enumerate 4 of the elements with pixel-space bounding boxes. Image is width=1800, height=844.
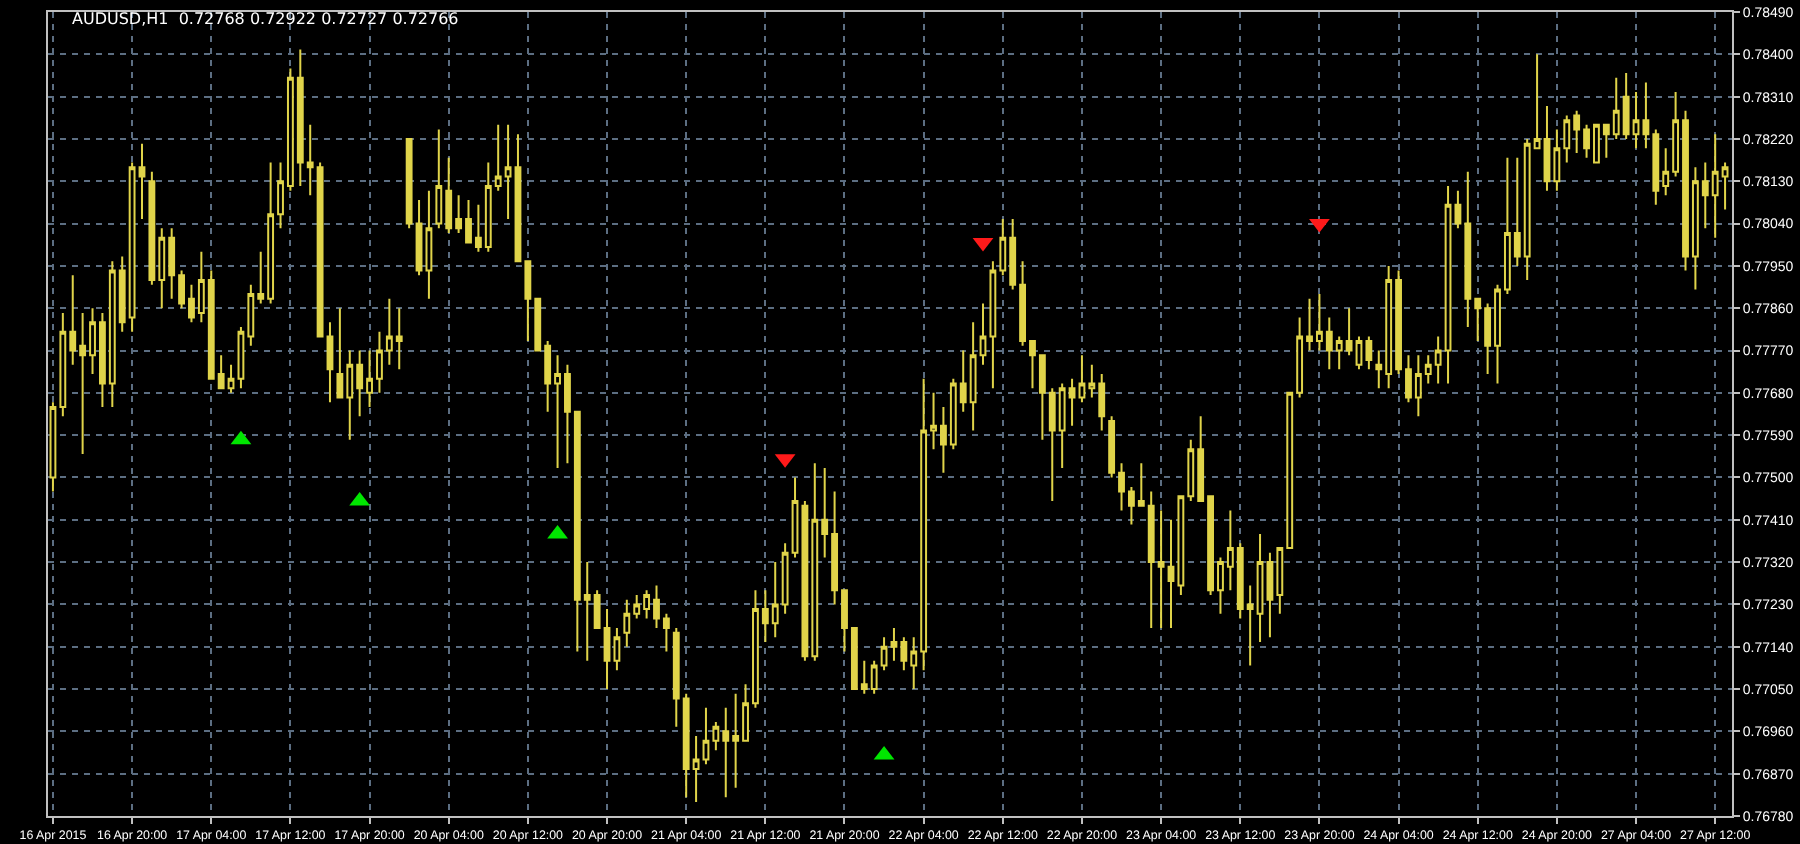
candlestick xyxy=(425,189,433,300)
point xyxy=(547,524,568,539)
candlestick xyxy=(613,626,621,672)
chart-title: AUDUSD,H1 0.72768 0.72922 0.72727 0.72766 xyxy=(72,9,459,28)
